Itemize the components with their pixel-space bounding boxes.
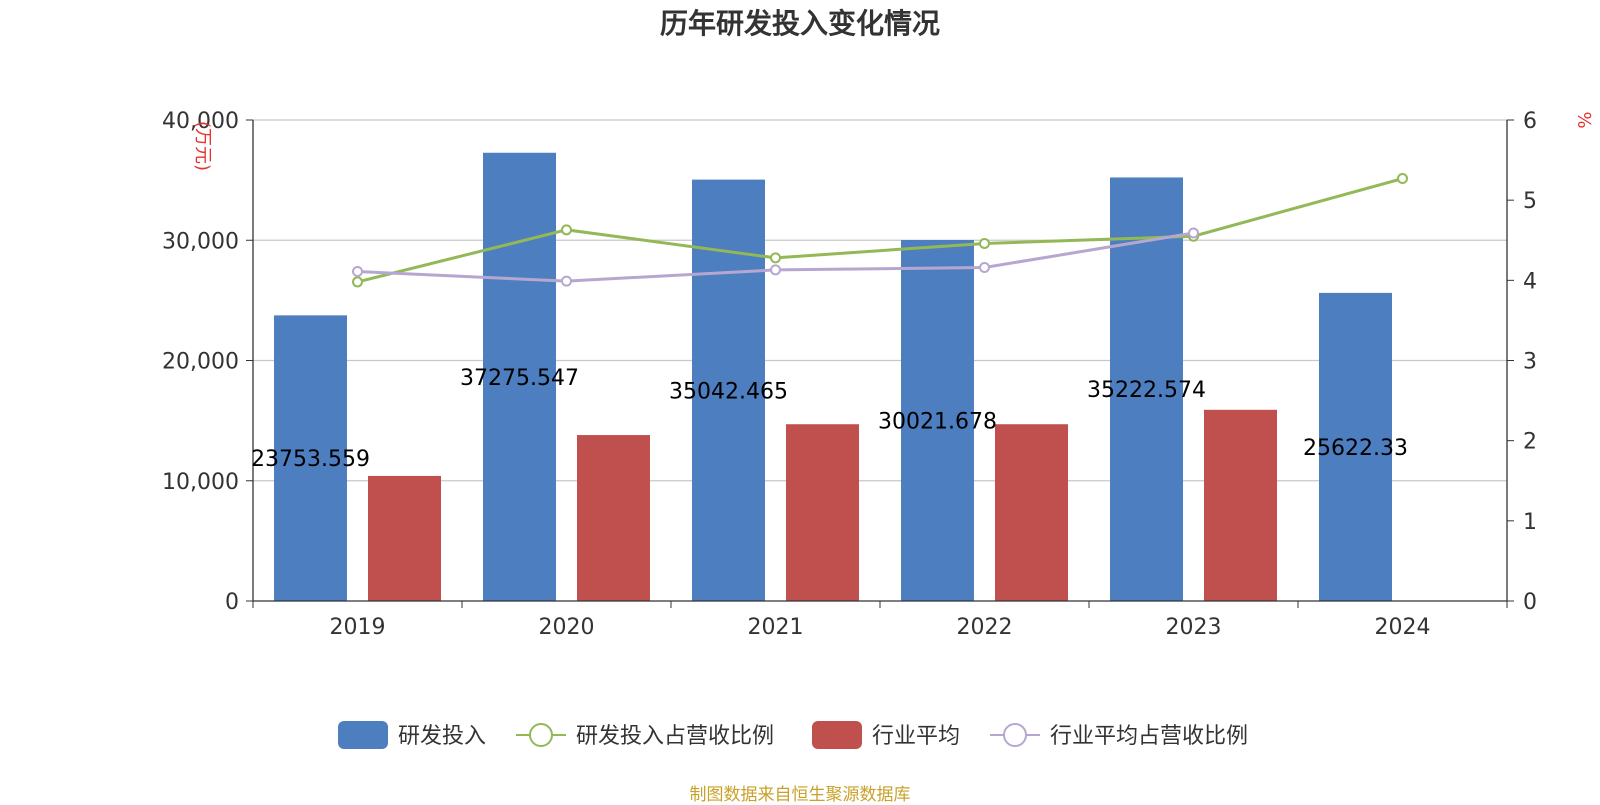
bar-industry-average[interactable] (1204, 409, 1277, 601)
left-tick-label: 20,000 (162, 350, 239, 375)
bar-rd-investment[interactable] (901, 239, 974, 601)
gridlines (253, 119, 1507, 482)
x-tick-label: 2023 (1166, 615, 1222, 640)
bar-data-label: 30021.678 (878, 409, 997, 434)
lines (352, 173, 1408, 288)
data-source: 制图数据来自恒生聚源数据库 (689, 785, 911, 805)
right-axis-unit: % (1575, 111, 1596, 128)
x-tick-label: 2024 (1375, 615, 1431, 640)
legend-label[interactable]: 研发投入 (398, 724, 486, 749)
chart-title: 历年研发投入变化情况 (659, 7, 940, 40)
left-tick-label: 40,000 (162, 109, 239, 134)
left-axis-unit: (万元) (192, 121, 213, 171)
legend-swatch-bar[interactable] (812, 721, 862, 749)
bar-industry-average[interactable] (995, 424, 1068, 601)
line-rd-ratio (357, 177, 1403, 284)
bar-rd-investment[interactable] (1110, 177, 1183, 601)
left-tick-label: 0 (225, 590, 239, 615)
line-point[interactable] (770, 252, 781, 264)
right-tick-label: 1 (1523, 510, 1537, 535)
bar-data-label: 25622.33 (1303, 436, 1408, 461)
x-tick-label: 2021 (748, 615, 804, 640)
right-tick-label: 2 (1523, 430, 1537, 455)
line-point[interactable] (770, 264, 781, 276)
line-point[interactable] (979, 237, 990, 249)
axes: 0 10,000 20,000 30,000 40,000 0 1 2 3 4 5 6 2019 2020… (162, 109, 1596, 640)
bar-data-label: 23753.559 (251, 447, 370, 472)
line-point[interactable] (352, 276, 363, 288)
left-tick-label: 30,000 (162, 229, 239, 254)
bar-industry-average[interactable] (786, 424, 859, 601)
bar-industry-average[interactable] (577, 435, 650, 601)
line-point[interactable] (979, 262, 990, 274)
x-tick-label: 2020 (539, 615, 595, 640)
left-tick-label: 10,000 (162, 470, 239, 495)
legend-swatch-bar[interactable] (338, 721, 388, 749)
legend-swatch-marker (529, 723, 553, 747)
legend-label[interactable]: 行业平均 (872, 724, 960, 749)
line-point[interactable] (1397, 173, 1408, 185)
bars (274, 152, 1392, 602)
right-tick-label: 5 (1523, 189, 1537, 214)
legend[interactable]: 研发投入 研发投入占营收比例 行业平均 行业平均占营收比例 (338, 721, 1248, 749)
right-tick-label: 4 (1523, 269, 1537, 294)
right-tick-label: 0 (1523, 590, 1537, 615)
bar-data-label: 35042.465 (669, 379, 788, 404)
data-labels: 23753.559 37275.547 35042.465 30021.678 3522… (251, 366, 1408, 472)
bar-rd-investment[interactable] (692, 179, 765, 601)
x-tick-label: 2019 (330, 615, 386, 640)
bar-industry-average[interactable] (368, 475, 441, 601)
bar-rd-investment[interactable] (483, 152, 556, 602)
bar-rd-investment[interactable] (1319, 292, 1392, 601)
line-point[interactable] (561, 224, 572, 236)
bar-rd-investment[interactable] (274, 315, 347, 601)
legend-swatch-marker (1003, 723, 1027, 747)
legend-label[interactable]: 研发投入占营收比例 (576, 724, 774, 749)
line-point[interactable] (1188, 227, 1199, 239)
bar-data-label: 37275.547 (460, 366, 579, 391)
bar-data-label: 35222.574 (1087, 378, 1206, 403)
line-point[interactable] (352, 266, 363, 278)
right-tick-label: 3 (1523, 350, 1537, 375)
legend-label[interactable]: 行业平均占营收比例 (1050, 724, 1248, 749)
line-point[interactable] (561, 275, 572, 287)
right-tick-label: 6 (1523, 109, 1537, 134)
x-tick-label: 2022 (957, 615, 1013, 640)
